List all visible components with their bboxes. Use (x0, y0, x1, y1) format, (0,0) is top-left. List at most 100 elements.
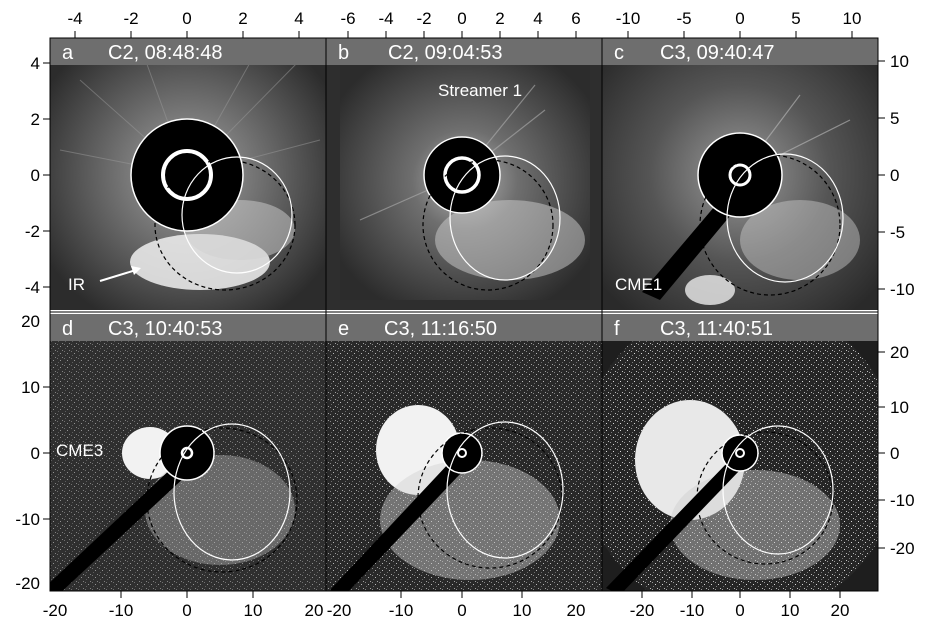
panel-e (326, 314, 602, 591)
panel-c-dashed-ellipse (699, 154, 841, 296)
bottom-d-tick-label: -20 (43, 601, 68, 620)
right-c-tick-label: 10 (890, 52, 909, 71)
bottom-axis-f: -20 -10 0 10 20 (630, 601, 850, 620)
panel-b-occulter (423, 136, 501, 214)
bottom-f-tick-label: 20 (831, 601, 850, 620)
top-b-tick-label: -6 (340, 9, 355, 28)
bottom-f-tick-label: -20 (630, 601, 655, 620)
panel-d-sun-limb (180, 446, 194, 460)
panel-e-header (326, 314, 602, 341)
top-c-tick-label: 10 (843, 9, 862, 28)
right-f-tick-label: 10 (890, 398, 909, 417)
top-c-tick-label: -10 (616, 9, 641, 28)
top-b-tick-label: 0 (457, 9, 466, 28)
top-a-tick-label: 2 (238, 9, 247, 28)
panel-a-annotation: IR (68, 275, 85, 294)
panel-d-occulter (159, 425, 215, 481)
panel-f-pylon (606, 462, 740, 591)
left-d-tick-label: -20 (15, 574, 40, 593)
panel-d: CME3 (50, 314, 326, 591)
bottom-e-tick-label: 20 (567, 601, 586, 620)
bottom-d-tick-label: 0 (182, 601, 191, 620)
right-c-tick-label: -5 (890, 223, 905, 242)
bottom-e-tick-label: 10 (513, 601, 532, 620)
panel-a-occulter (130, 118, 244, 232)
panel-b-letter: b (338, 42, 349, 64)
bottom-d-tick-label: 10 (244, 601, 263, 620)
panel-a-arrowhead-icon (131, 266, 141, 275)
panel-c-bright-blob (685, 275, 735, 305)
panel-d-annotation: CME3 (56, 441, 103, 460)
left-d-tick-label: 0 (31, 444, 40, 463)
panel-c-occulter (697, 132, 783, 218)
bottom-axis-d: -20 -10 0 10 20 (43, 601, 324, 620)
bottom-d-tick-label: 20 (305, 601, 324, 620)
right-c-tick-label: 0 (890, 166, 899, 185)
panel-e-cme-ellipse (446, 421, 564, 559)
bottom-e-tick-label: 0 (457, 601, 466, 620)
top-axis-b: -6 -4 -2 0 2 4 6 (340, 9, 580, 28)
top-c-tick-label: 0 (735, 9, 744, 28)
panel-d-dashed-ellipse (146, 427, 298, 573)
panel-c-annotation: CME1 (615, 275, 662, 294)
bottom-axis-e: -20 -10 0 10 20 (327, 601, 586, 620)
panel-f (602, 314, 878, 591)
bottom-d-tick-label: -10 (109, 601, 134, 620)
left-a-tick-label: -2 (25, 222, 40, 241)
panel-b-cme-ellipse (449, 155, 561, 281)
panel-f-header (602, 314, 878, 341)
panel-frames (49, 37, 879, 592)
right-c-tick-label: -10 (890, 280, 915, 299)
top-b-tick-label: 2 (495, 9, 504, 28)
top-c-tick-label: 5 (791, 9, 800, 28)
panel-c-title: C3, 09:40:47 (660, 42, 775, 64)
left-d-tick-label: 10 (21, 378, 40, 397)
right-f-tick-label: 0 (890, 444, 899, 463)
left-a-tick-label: -4 (25, 278, 40, 297)
panel-d-header (50, 314, 326, 341)
panel-b-dashed-ellipse (422, 159, 554, 291)
panel-d-cme-ellipse (173, 423, 291, 561)
left-a-tick-label: 4 (31, 54, 40, 73)
panel-a-sun-limb (161, 149, 213, 201)
panel-b: Streamer 1 (326, 38, 602, 310)
right-axis-f: 20 10 0 -10 -20 (890, 343, 915, 558)
panel-a-letter: a (62, 42, 74, 64)
top-a-tick-label: 0 (182, 9, 191, 28)
right-c-tick-label: 5 (890, 109, 899, 128)
panel-e-occulter (441, 432, 483, 474)
panel-e-pylon (330, 462, 462, 591)
panel-f-sun-limb (735, 448, 745, 458)
right-f-tick-label: -10 (890, 491, 915, 510)
panel-d-pylon (50, 465, 187, 591)
panel-c-header (602, 38, 878, 65)
panel-e-cme-blob (376, 405, 460, 495)
panel-b-cme-glow (435, 200, 585, 280)
panel-f-occulter (721, 434, 759, 472)
right-axis-c: 10 5 0 -5 -10 (890, 52, 915, 299)
bottom-e-tick-label: -10 (389, 601, 414, 620)
panel-c-letter: c (614, 42, 624, 64)
bottom-e-tick-label: -20 (327, 601, 352, 620)
panel-a: IR (50, 38, 326, 310)
panel-b-title: C2, 09:04:53 (388, 42, 503, 64)
top-b-tick-label: 6 (571, 9, 580, 28)
panel-a-header (50, 38, 326, 65)
panel-e-sun-limb (457, 448, 467, 458)
left-axis-d: 20 10 0 -10 -20 (15, 312, 40, 593)
panel-a-cme-ellipse (181, 156, 293, 274)
panel-a-title: C2, 08:48:48 (108, 42, 223, 64)
panel-a-dashed-ellipse (154, 159, 296, 291)
panel-b-sun-limb (443, 156, 481, 194)
panel-d-letter: d (62, 318, 73, 340)
panel-c-pylon (642, 200, 735, 300)
top-a-tick-label: -4 (67, 9, 82, 28)
top-axis-c: -10 -5 0 5 10 (616, 9, 862, 28)
panel-c-sun-limb (728, 163, 752, 187)
left-d-tick-label: 20 (21, 312, 40, 331)
panel-e-title: C3, 11:16:50 (384, 318, 497, 340)
panel-c-cme-ellipse (726, 153, 844, 283)
panel-b-annotation: Streamer 1 (438, 81, 522, 100)
left-a-tick-label: 2 (31, 110, 40, 129)
